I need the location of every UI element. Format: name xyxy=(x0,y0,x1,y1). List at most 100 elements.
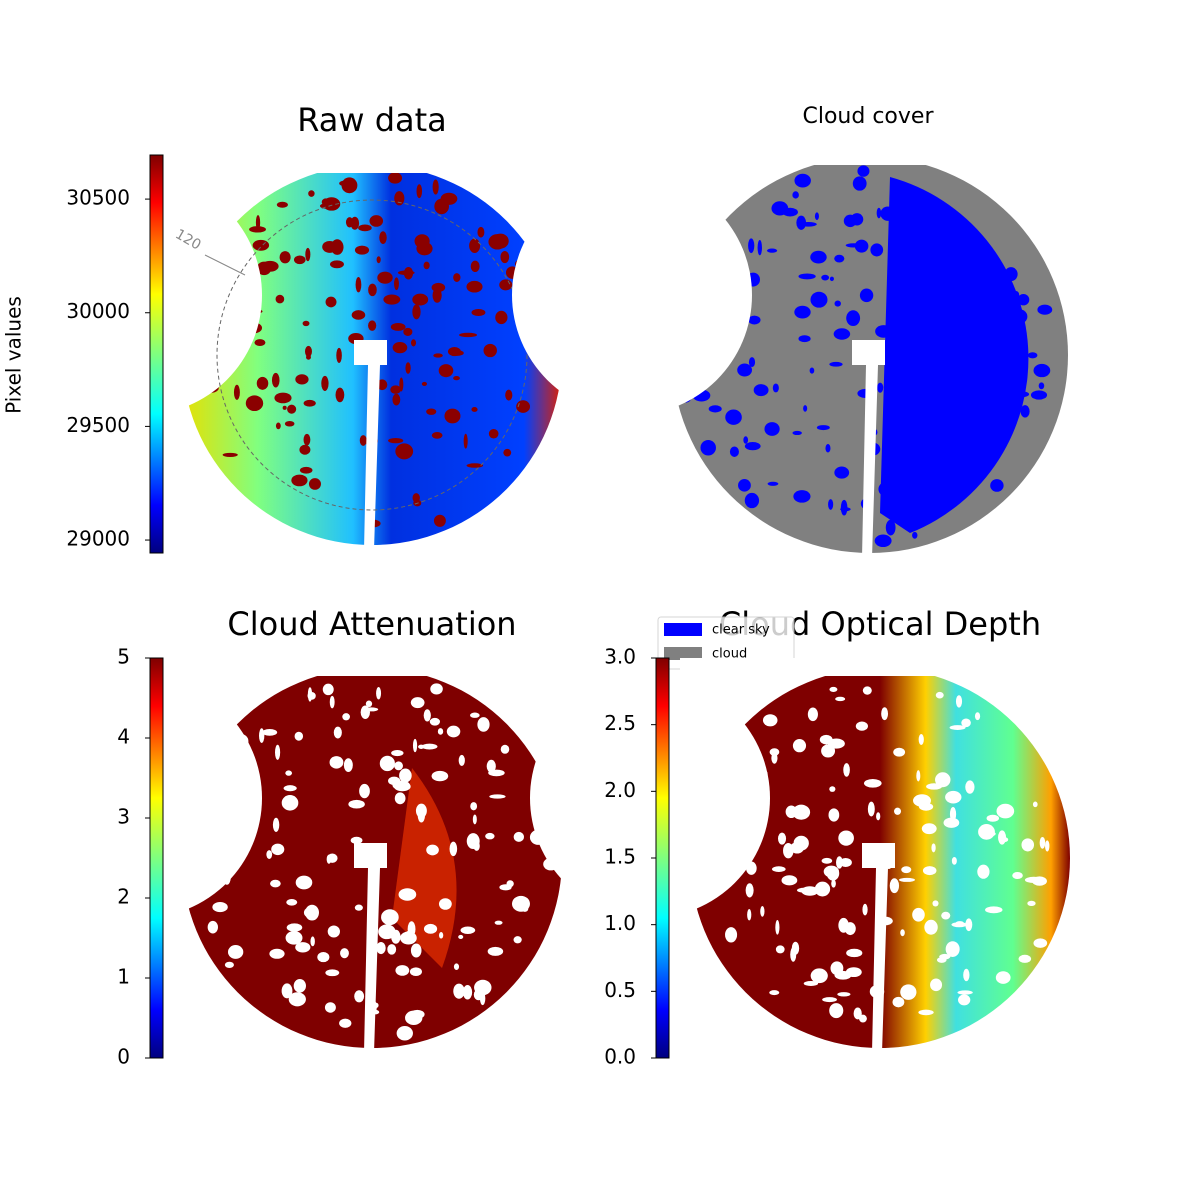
hole xyxy=(488,234,507,250)
hole xyxy=(999,389,1015,404)
hole xyxy=(1021,838,1035,852)
polar-ring xyxy=(216,199,528,511)
hole xyxy=(1013,309,1028,324)
hole xyxy=(922,866,937,876)
hole xyxy=(416,184,423,199)
mask-top xyxy=(680,658,1080,676)
hole xyxy=(302,320,310,327)
hole xyxy=(814,212,819,220)
hole xyxy=(285,770,293,776)
hole xyxy=(447,346,461,357)
hole xyxy=(354,904,363,911)
hole xyxy=(488,429,499,439)
hole xyxy=(423,923,438,934)
hole xyxy=(431,282,446,293)
hole xyxy=(753,384,769,397)
mask-bite xyxy=(22,175,262,415)
hole xyxy=(945,941,960,957)
hole xyxy=(743,436,749,444)
hole xyxy=(460,926,476,934)
hole xyxy=(1037,304,1053,315)
hole xyxy=(368,283,377,297)
hole xyxy=(834,254,845,263)
hole xyxy=(262,729,278,736)
hole xyxy=(470,260,480,273)
hole xyxy=(245,395,264,412)
hole xyxy=(862,686,872,695)
hole xyxy=(955,486,964,497)
hole xyxy=(835,696,846,702)
hole xyxy=(495,310,508,325)
hole xyxy=(1033,363,1051,378)
hole xyxy=(951,239,956,248)
hole xyxy=(794,173,811,188)
hole xyxy=(892,996,905,1008)
hole xyxy=(222,452,238,457)
hole xyxy=(744,442,761,451)
hole xyxy=(477,226,485,238)
hole xyxy=(421,743,438,750)
hole xyxy=(412,493,420,503)
hole xyxy=(279,251,291,264)
hole xyxy=(345,217,354,228)
hole xyxy=(423,709,431,722)
hole xyxy=(308,478,321,490)
hole xyxy=(930,410,940,422)
hole xyxy=(405,362,411,374)
hole xyxy=(433,514,446,527)
legend-swatch xyxy=(664,647,702,660)
hole xyxy=(433,353,443,358)
hole xyxy=(775,945,785,954)
hole xyxy=(978,824,995,840)
colorbar-label: Pixel values xyxy=(2,296,26,414)
hole xyxy=(878,481,893,497)
colorbar-tick-label: 30500 xyxy=(66,186,130,210)
hole xyxy=(438,898,452,910)
hole xyxy=(285,931,303,945)
hole xyxy=(369,215,384,227)
hole xyxy=(769,990,780,996)
hole xyxy=(937,335,949,348)
hole xyxy=(793,490,811,503)
hole xyxy=(925,404,934,409)
hole xyxy=(326,854,332,864)
hole xyxy=(1017,293,1030,306)
hole xyxy=(846,948,863,958)
hole xyxy=(431,770,449,782)
hole xyxy=(463,433,468,449)
hole xyxy=(781,875,798,886)
panel-title: Cloud Attenuation xyxy=(227,605,516,643)
hole xyxy=(281,795,299,811)
hole xyxy=(299,444,311,455)
hole xyxy=(889,878,900,894)
hole xyxy=(935,772,951,788)
hole xyxy=(291,474,308,487)
hole xyxy=(821,274,830,281)
hole xyxy=(477,717,490,732)
hole xyxy=(898,877,916,882)
hole xyxy=(995,971,1011,984)
mast xyxy=(862,843,895,1053)
hole xyxy=(862,903,868,916)
hole xyxy=(254,339,266,347)
hole xyxy=(918,802,934,811)
hole xyxy=(725,409,742,425)
hole xyxy=(294,731,304,741)
hole xyxy=(256,261,272,276)
hole xyxy=(275,294,285,304)
hole xyxy=(322,683,334,696)
hole xyxy=(822,997,837,1003)
hole xyxy=(392,393,401,406)
hole xyxy=(918,255,937,267)
hole xyxy=(783,842,794,859)
hole xyxy=(944,215,960,220)
hole xyxy=(295,875,313,890)
hole xyxy=(282,405,287,410)
hole xyxy=(973,257,981,267)
sky-image xyxy=(22,658,572,1053)
hole xyxy=(985,906,1003,914)
hole xyxy=(983,389,996,402)
hole xyxy=(837,992,851,997)
colorbar-tick-label: 1.5 xyxy=(604,845,636,869)
hole xyxy=(855,721,868,731)
